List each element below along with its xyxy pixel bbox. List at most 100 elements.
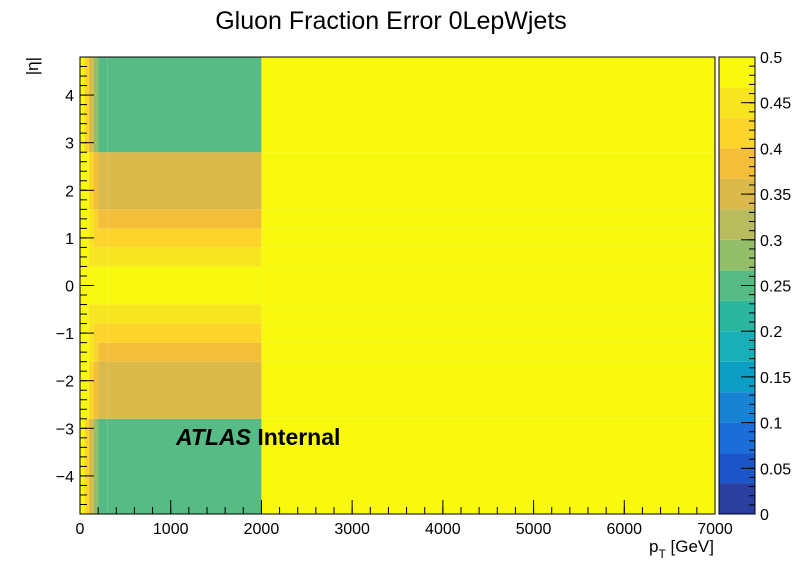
chart-title: Gluon Fraction Error 0LepWjets: [215, 7, 567, 35]
heatmap-cell: [261, 57, 715, 153]
heatmap-cell: [89, 209, 94, 229]
heatmap-cell: [261, 152, 715, 210]
x-tick-label: 6000: [606, 521, 642, 538]
heatmap-cell: [107, 323, 262, 343]
heatmap-cell: [93, 57, 99, 153]
x-tick-label: 2000: [244, 521, 280, 538]
heatmap-cell: [107, 418, 262, 514]
heatmap-cell: [261, 247, 715, 267]
heatmap-cell: [261, 361, 715, 419]
z-tick-label: 0.45: [760, 96, 791, 113]
z-tick-label: 0.1: [760, 416, 782, 433]
y-tick-label: 2: [65, 183, 74, 200]
heatmap-cell: [93, 247, 99, 267]
color-scale-swatch: [719, 57, 755, 88]
heatmap-cell: [261, 228, 715, 248]
heatmap-cell: [98, 323, 108, 343]
color-scale-swatch: [719, 422, 755, 454]
color-scale-swatch: [719, 331, 755, 362]
x-tick-label: 1000: [153, 521, 189, 538]
y-axis-label: |η|: [23, 57, 42, 75]
x-tick-label: 3000: [334, 521, 370, 538]
heatmap-cell: [89, 152, 94, 210]
y-tick-label: −2: [56, 374, 74, 391]
heatmap-cell: [98, 209, 108, 229]
heatmap-cell: [107, 342, 262, 362]
color-scale-swatch: [719, 209, 755, 240]
heatmap-cell: [93, 209, 99, 229]
x-axis: 0 1000 2000 3000 4000 5000 6000 7000: [76, 500, 733, 538]
z-tick-label: 0.25: [760, 279, 791, 296]
color-scale-axis: 0 0.05 0.1 0.15 0.2 0.25 0.3 0.35 0.4 0.45 0.5: [741, 50, 791, 524]
heatmap-cell: [261, 342, 715, 362]
x-tick-label: 4000: [425, 521, 461, 538]
x-tick-label: 5000: [516, 521, 552, 538]
color-scale-swatch: [719, 148, 755, 179]
y-tick-label: −4: [56, 469, 74, 486]
heatmap-cell: [98, 418, 108, 514]
z-tick-label: 0.3: [760, 233, 782, 250]
y-tick-label: −3: [56, 421, 74, 438]
heatmap-cell: [93, 323, 99, 343]
heatmap-cell: [107, 266, 262, 305]
z-tick-label: 0.05: [760, 461, 791, 478]
z-tick-label: 0.4: [760, 141, 782, 158]
heatmap-cell: [98, 266, 108, 305]
heatmap-cell: [89, 418, 94, 514]
z-tick-label: 0: [760, 507, 769, 524]
heatmap-cell: [89, 247, 94, 267]
heatmap-cell: [261, 304, 715, 324]
z-tick-label: 0.5: [760, 50, 782, 67]
z-tick-label: 0.15: [760, 370, 791, 387]
color-scale-swatch: [719, 117, 755, 149]
color-scale-swatch: [719, 392, 755, 423]
heatmap-cell: [107, 247, 262, 267]
heatmap-cell: [93, 152, 99, 210]
heatmap-cell: [98, 361, 108, 419]
heatmap-cells: [80, 57, 715, 514]
heatmap-cell: [98, 247, 108, 267]
y-tick-label: 3: [65, 136, 74, 153]
heatmap-cell: [93, 342, 99, 362]
heatmap-cell: [98, 304, 108, 324]
heatmap-cell: [98, 57, 108, 153]
heatmap-cell: [261, 266, 715, 305]
y-tick-label: 0: [65, 279, 74, 296]
heatmap-cell: [98, 152, 108, 210]
heatmap-cell: [107, 152, 262, 210]
heatmap-cell: [93, 418, 99, 514]
heatmap-cell: [93, 266, 99, 305]
heatmap-cell: [261, 209, 715, 229]
x-tick-label: 7000: [697, 521, 733, 538]
heatmap-cell: [93, 361, 99, 419]
z-tick-label: 0.35: [760, 187, 791, 204]
heatmap-cell: [261, 418, 715, 514]
heatmap-cell: [107, 228, 262, 248]
heatmap-cell: [89, 304, 94, 324]
heatmap-cell: [93, 304, 99, 324]
x-axis-label: pT [GeV]: [649, 537, 714, 561]
heatmap-cell: [107, 304, 262, 324]
heatmap-cell: [89, 57, 94, 153]
heatmap-cell: [89, 342, 94, 362]
color-scale-swatch: [719, 300, 755, 332]
heatmap-cell: [98, 342, 108, 362]
z-tick-label: 0.2: [760, 324, 782, 341]
color-scale-bar: [719, 57, 755, 514]
color-scale-swatch: [719, 483, 755, 514]
heatmap-cell: [89, 361, 94, 419]
heatmap-cell: [261, 323, 715, 343]
heatmap-cell: [98, 228, 108, 248]
heatmap-cell: [93, 228, 99, 248]
atlas-internal-label: ATLAS Internal: [175, 424, 340, 450]
heatmap-cell: [107, 209, 262, 229]
color-scale-swatch: [719, 239, 755, 271]
y-tick-label: −1: [56, 326, 74, 343]
heatmap-cell: [107, 361, 262, 419]
y-tick-label: 1: [65, 231, 74, 248]
heatmap-cell: [107, 57, 262, 153]
x-tick-label: 0: [76, 521, 85, 538]
y-tick-label: 4: [65, 88, 74, 105]
y-axis: −4 −3 −2 −1 0 1 2 3 4: [56, 56, 94, 515]
